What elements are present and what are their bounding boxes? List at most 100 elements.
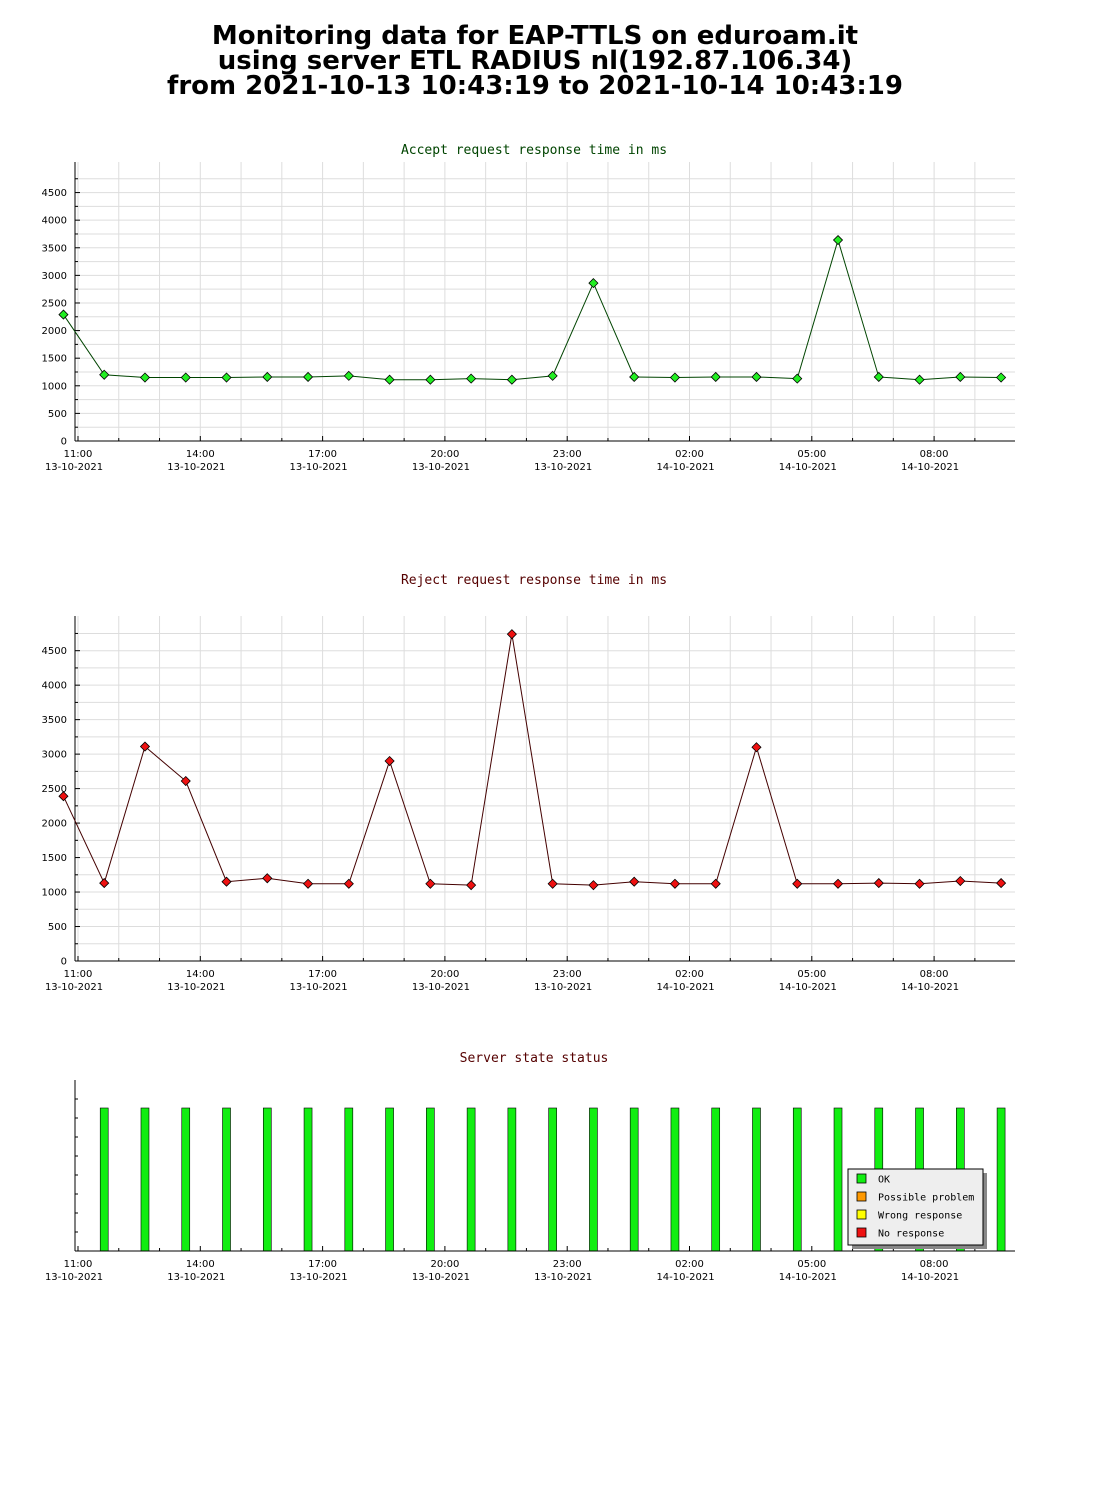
status-bar xyxy=(140,1107,150,1252)
data-point xyxy=(343,878,354,889)
y-tick-label: 3500 xyxy=(42,243,67,254)
x-tick-label-time: 14:00 xyxy=(186,449,215,460)
x-tick-label-date: 13-10-2021 xyxy=(534,462,592,473)
data-point xyxy=(139,741,151,752)
chart-title: Reject request response time in ms xyxy=(401,573,667,588)
data-point xyxy=(547,370,558,381)
x-tick-label-date: 13-10-2021 xyxy=(412,1272,470,1283)
data-point xyxy=(873,878,884,889)
x-tick-label-time: 05:00 xyxy=(797,969,826,980)
legend-label: Wrong response xyxy=(878,1211,962,1222)
data-point xyxy=(914,878,925,889)
x-tick-label-date: 13-10-2021 xyxy=(45,462,103,473)
legend-label: Possible problem xyxy=(878,1193,974,1204)
x-tick-label-time: 23:00 xyxy=(553,969,582,980)
x-tick-label-time: 14:00 xyxy=(186,1259,215,1270)
legend-swatch xyxy=(856,1227,867,1238)
data-point xyxy=(343,370,354,381)
y-tick-label: 3000 xyxy=(42,750,67,761)
y-tick-label: 500 xyxy=(48,409,67,420)
x-tick-label-date: 14-10-2021 xyxy=(901,462,959,473)
status-bar xyxy=(303,1107,313,1252)
status-bar xyxy=(99,1107,109,1252)
x-tick-label-date: 13-10-2021 xyxy=(412,982,470,993)
legend-label: OK xyxy=(878,1175,890,1186)
x-tick-label-date: 14-10-2021 xyxy=(901,1272,959,1283)
y-tick-label: 4500 xyxy=(42,188,67,199)
data-point xyxy=(751,742,762,753)
legend-box xyxy=(847,1168,984,1246)
data-point xyxy=(58,791,69,802)
data-point xyxy=(506,629,517,640)
y-tick-label: 4000 xyxy=(42,681,67,692)
y-tick-label: 500 xyxy=(48,922,67,933)
data-point xyxy=(425,374,436,385)
x-tick-label-time: 17:00 xyxy=(308,969,337,980)
y-tick-label: 1500 xyxy=(42,354,67,365)
data-point xyxy=(629,876,640,887)
data-point xyxy=(262,371,273,383)
page-title: Monitoring data for EAP-TTLS on eduroam.… xyxy=(0,21,1070,99)
data-point xyxy=(629,371,640,383)
title-line-1: Monitoring data for EAP-TTLS on eduroam.… xyxy=(211,21,859,51)
data-point xyxy=(873,371,884,383)
data-point xyxy=(302,371,314,383)
data-point xyxy=(710,371,721,383)
data-point xyxy=(180,372,191,383)
data-point xyxy=(506,374,517,385)
data-point xyxy=(547,878,558,889)
data-point xyxy=(996,878,1007,889)
y-tick-label: 2000 xyxy=(42,819,67,830)
data-point xyxy=(914,374,925,385)
x-tick-label-time: 02:00 xyxy=(675,1259,704,1270)
y-tick-label: 2500 xyxy=(42,298,67,309)
status-bar xyxy=(222,1107,231,1252)
status-bar xyxy=(262,1107,272,1252)
y-tick-label: 2000 xyxy=(42,326,67,337)
data-point xyxy=(466,880,477,891)
x-tick-label-time: 20:00 xyxy=(430,969,459,980)
data-point xyxy=(221,876,232,887)
x-tick-label-time: 11:00 xyxy=(64,449,93,460)
x-tick-label-date: 13-10-2021 xyxy=(534,982,592,993)
data-point xyxy=(996,372,1007,383)
data-point xyxy=(792,878,803,889)
x-tick-label-date: 13-10-2021 xyxy=(45,982,103,993)
data-point xyxy=(302,878,314,889)
y-tick-label: 0 xyxy=(61,957,67,968)
status-bar xyxy=(344,1107,354,1252)
data-point xyxy=(955,371,966,383)
status-bar xyxy=(792,1107,802,1252)
y-tick-label: 3000 xyxy=(42,271,67,282)
status-legend: OK Possible problem Wrong response No respo… xyxy=(847,1168,987,1249)
data-point xyxy=(384,755,395,767)
data-point xyxy=(262,873,273,884)
x-tick-label-time: 08:00 xyxy=(920,1259,949,1270)
y-tick-label: 2500 xyxy=(42,784,67,795)
x-tick-label-date: 14-10-2021 xyxy=(656,1272,714,1283)
x-tick-label-date: 14-10-2021 xyxy=(656,462,714,473)
x-tick-label-date: 13-10-2021 xyxy=(534,1272,592,1283)
x-tick-label-date: 13-10-2021 xyxy=(45,1272,103,1283)
y-tick-label: 1500 xyxy=(42,853,67,864)
y-tick-label: 1000 xyxy=(42,888,67,899)
status-bar xyxy=(752,1107,761,1252)
data-point xyxy=(588,880,599,891)
status-bar xyxy=(466,1107,476,1252)
chart-title: Server state status xyxy=(460,1051,609,1066)
x-tick-label-time: 23:00 xyxy=(553,1259,582,1270)
data-point xyxy=(588,278,599,289)
data-point xyxy=(832,234,844,246)
y-tick-label: 4500 xyxy=(42,646,67,657)
data-point xyxy=(669,878,681,889)
data-point xyxy=(221,372,232,383)
x-tick-label-time: 17:00 xyxy=(308,1259,337,1270)
x-tick-label-date: 13-10-2021 xyxy=(167,1272,225,1283)
status-bar xyxy=(711,1107,721,1252)
x-tick-label-time: 02:00 xyxy=(675,449,704,460)
plot-area xyxy=(75,162,1015,441)
status-bar xyxy=(996,1107,1006,1252)
x-tick-label-date: 13-10-2021 xyxy=(290,982,348,993)
status-bar xyxy=(833,1107,843,1252)
series-line xyxy=(62,634,1002,886)
